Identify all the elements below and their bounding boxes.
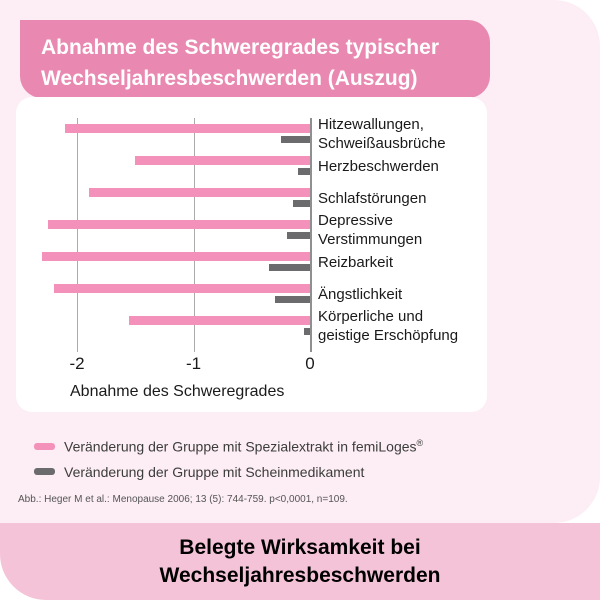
zero-axis-line xyxy=(310,118,312,352)
bar-scheinmedikament xyxy=(286,232,310,239)
chart-title-line2: Wechseljahresbeschwerden (Auszug) xyxy=(41,67,418,90)
footer-claim-banner: Belegte Wirksamkeit bei Wechseljahresbes… xyxy=(0,523,600,600)
chart-title-banner: Abnahme des Schweregrades typischer Wech… xyxy=(20,20,490,98)
chart-title-line1: Abnahme des Schweregrades typischer xyxy=(41,36,439,59)
bar-scheinmedikament xyxy=(292,200,310,207)
x-tick-label: -2 xyxy=(69,354,85,373)
bar-scheinmedikament xyxy=(280,136,310,143)
legend-item: Veränderung der Gruppe mit Scheinmedikam… xyxy=(34,459,554,484)
category-label: Depressive Verstimmungen xyxy=(318,212,423,248)
x-tick-label: -1 xyxy=(185,354,202,373)
x-tick-label: 0 xyxy=(305,354,315,373)
gridline xyxy=(77,118,78,352)
category-label: Körperliche und geistige Erschöpfung xyxy=(318,308,459,344)
x-axis-title: Abnahme des Schweregrades xyxy=(70,383,285,400)
chart-legend: Veränderung der Gruppe mit Spezialextrak… xyxy=(34,434,554,484)
bar-chart: Abnahme des Schweregrades -2 -1 0 Hitzewall… xyxy=(16,97,487,412)
content-panel: Abnahme des Schweregrades typischer Wech… xyxy=(0,0,600,523)
gridline xyxy=(193,118,195,352)
bar-spezialextrakt xyxy=(88,188,310,197)
legend-swatch-icon xyxy=(34,468,55,475)
legend-item: Veränderung der Gruppe mit Spezialextrak… xyxy=(34,434,554,459)
legend-label: Veränderung der Gruppe mit Spezialextrak… xyxy=(64,438,424,455)
bar-spezialextrakt xyxy=(135,156,310,165)
source-footnote: Abb.: Heger M et al.: Menopause 2006; 13… xyxy=(18,494,348,505)
bar-spezialextrakt xyxy=(47,220,310,229)
bar-scheinmedikament xyxy=(304,328,310,335)
category-label: Schlafstörungen xyxy=(318,189,427,207)
footer-claim-line2: Wechseljahresbeschwerden xyxy=(159,563,441,587)
footer-claim-line1: Belegte Wirksamkeit bei xyxy=(179,535,421,559)
category-label: Reizbarkeit xyxy=(318,253,394,271)
bar-scheinmedikament xyxy=(275,296,310,303)
legend-label: Veränderung der Gruppe mit Scheinmedikam… xyxy=(64,463,365,480)
bar-spezialextrakt xyxy=(129,316,310,325)
bar-scheinmedikament xyxy=(269,264,310,271)
category-label: Hitzewallungen, Schweißausbrüche xyxy=(318,116,446,152)
bar-spezialextrakt xyxy=(65,124,310,133)
category-label: Ängstlichkeit xyxy=(318,285,403,303)
bar-spezialextrakt xyxy=(42,252,310,261)
chart-card: Abnahme des Schweregrades -2 -1 0 Hitzewall… xyxy=(16,97,487,412)
bar-scheinmedikament xyxy=(298,168,310,175)
legend-swatch-icon xyxy=(34,443,55,450)
category-label: Herzbeschwerden xyxy=(318,157,439,175)
bar-spezialextrakt xyxy=(53,284,310,293)
